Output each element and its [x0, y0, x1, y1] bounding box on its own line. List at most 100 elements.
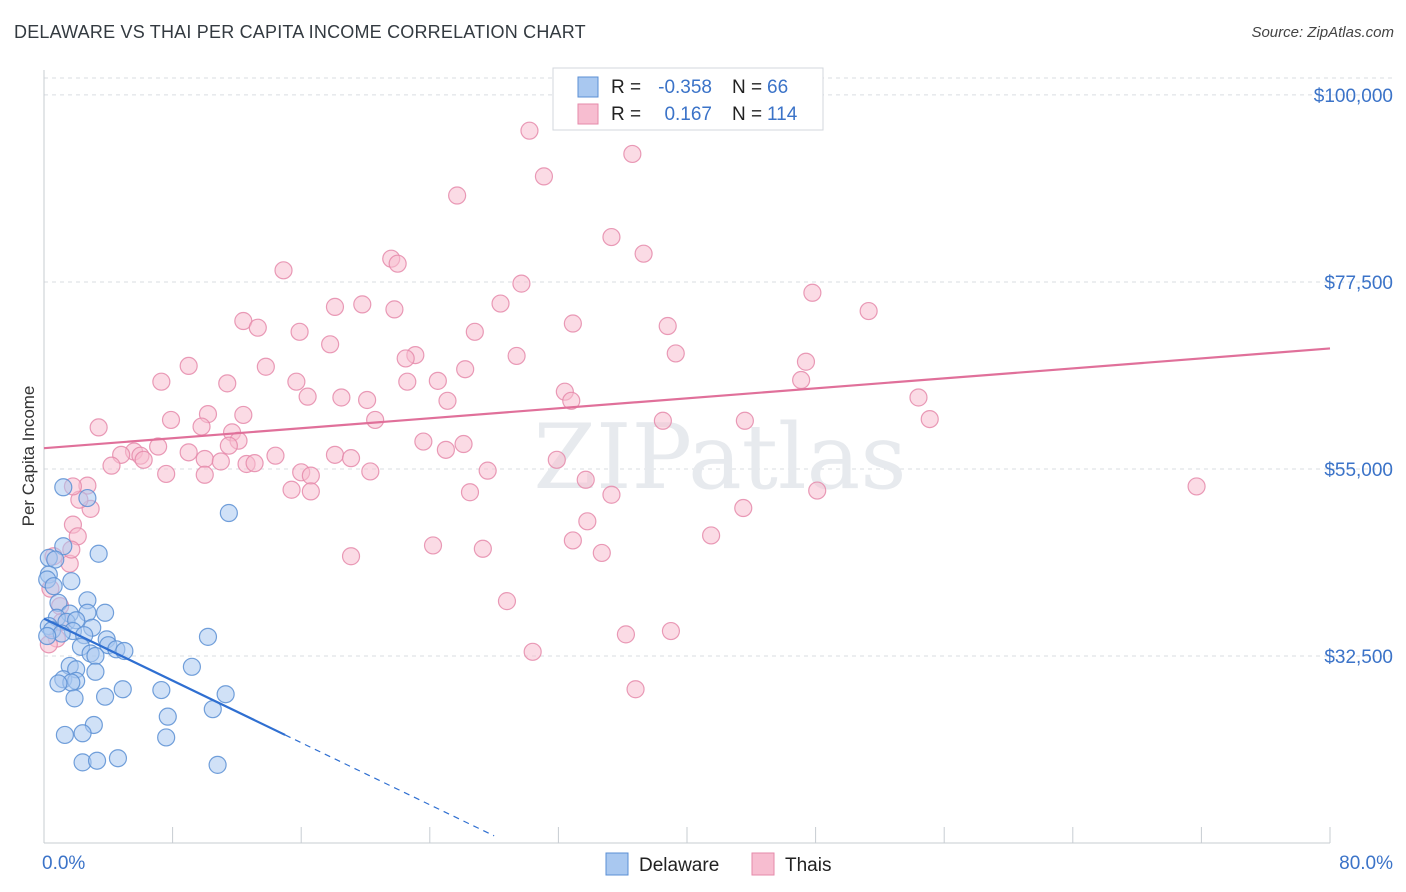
thais-point [218, 374, 237, 393]
delaware-point [198, 627, 218, 646]
thais-point [341, 547, 361, 566]
thais-point [179, 356, 198, 376]
thais-point [578, 512, 597, 531]
delaware-swatch [577, 76, 599, 98]
thais-point [512, 274, 531, 293]
thais-point [361, 462, 380, 481]
delaware-point [46, 550, 65, 569]
thais-point [157, 464, 176, 484]
legend-thais-swatch [751, 852, 775, 876]
delaware-point [78, 488, 97, 508]
delaware-points [38, 478, 238, 774]
r-label: R = [611, 77, 641, 98]
thais-point [192, 417, 211, 436]
thais-point [298, 387, 317, 406]
delaware-point [62, 572, 81, 591]
thais-point [179, 443, 198, 462]
r-label: R = [611, 104, 641, 125]
thais-point [734, 498, 753, 518]
delaware-point [86, 662, 105, 681]
thais-point [396, 349, 415, 368]
thais-point [666, 344, 685, 363]
thais-point [287, 372, 306, 391]
n-value: 66 [767, 77, 788, 98]
thais-point [358, 390, 377, 410]
delaware-point [87, 751, 107, 770]
thais-point [491, 294, 510, 313]
delaware-point [38, 626, 57, 646]
thais-point [497, 592, 517, 611]
x-tick-label: 80.0% [1339, 853, 1393, 874]
thais-point [301, 482, 320, 501]
thais-point [796, 352, 816, 371]
delaware-point [157, 728, 176, 747]
thais-point [414, 432, 433, 451]
thais-point [602, 485, 621, 504]
thais-point [563, 314, 582, 333]
thais-point [465, 322, 484, 341]
thais-point [256, 357, 275, 376]
thais-point [266, 446, 285, 465]
thais-point [195, 465, 214, 484]
delaware-point [54, 478, 73, 497]
delaware-point [108, 749, 128, 768]
thais-point [478, 461, 497, 480]
thais-point [592, 543, 611, 563]
n-value: 114 [767, 104, 798, 125]
thais-point [282, 480, 301, 499]
thais-point [454, 434, 473, 454]
thais-point [398, 372, 417, 391]
thais-point [735, 411, 754, 430]
thais-point [702, 526, 721, 545]
thais-point [332, 388, 351, 407]
r-value: 0.167 [664, 104, 712, 125]
trend-lines [43, 347, 1331, 837]
thais-point [658, 316, 677, 336]
delaware-point [95, 603, 115, 622]
thais-point [366, 410, 385, 430]
delaware-point [86, 646, 105, 666]
thais-point [89, 418, 108, 437]
delaware-point [49, 674, 68, 693]
thais-point [438, 391, 457, 410]
delaware-point [89, 544, 108, 563]
thais-point [274, 261, 293, 280]
thais-point [460, 483, 480, 502]
thais-point [248, 318, 267, 337]
thais-point [602, 227, 621, 247]
thais-point [808, 481, 827, 500]
legend-thais-label: Thais [785, 855, 831, 876]
thais-point [473, 539, 492, 558]
thais-point [859, 301, 878, 321]
chart-source: Source: ZipAtlas.com [1251, 24, 1394, 41]
legend-delaware-label: Delaware [639, 855, 719, 876]
thais-trend-line [43, 347, 1331, 450]
thais-point [634, 244, 653, 263]
delaware-point [152, 680, 171, 700]
thais-point [325, 445, 345, 464]
y-tick-label: $77,500 [1324, 273, 1393, 294]
thais-point [211, 452, 230, 471]
gridlines [44, 77, 1393, 657]
legend-delaware-swatch [605, 852, 629, 876]
y-tick-label: $32,500 [1324, 647, 1393, 668]
stats-legend: R = -0.358 N = 66 R = 0.167 N = 114 [552, 67, 824, 131]
delaware-point [216, 685, 235, 704]
thais-point [920, 409, 939, 429]
axes [43, 70, 1331, 844]
thais-point [290, 322, 309, 341]
watermark: ZIPatlas [533, 405, 906, 510]
thais-swatch [577, 103, 599, 125]
x-tick-label: 0.0% [42, 853, 85, 874]
thais-point [102, 456, 121, 475]
thais-point [321, 335, 340, 354]
delaware-point [182, 657, 201, 676]
thais-point [428, 371, 447, 390]
thais-point [301, 466, 320, 485]
y-tick-label: $100,000 [1314, 86, 1393, 107]
y-tick-label: $55,000 [1324, 460, 1393, 481]
series-legend: Delaware Thais [605, 852, 831, 876]
n-label: N = [732, 77, 762, 98]
thais-point [195, 449, 214, 469]
